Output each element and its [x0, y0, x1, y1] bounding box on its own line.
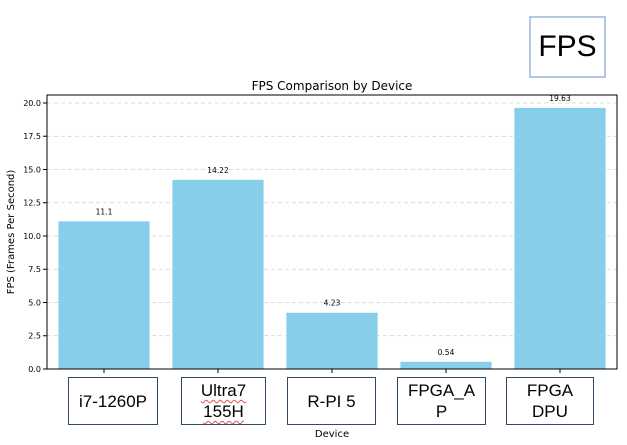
y-axis-ticks: 0.0 2.5 5.0 7.5 10.0 12.5 15.0 17.5 20.0: [23, 99, 47, 374]
device-box-fpga-ap: FPGA_A P: [397, 377, 486, 425]
chart-title: FPS Comparison by Device: [252, 79, 413, 93]
bar-2: [286, 312, 378, 369]
device-label-ultra7-155h: Ultra7 155H: [200, 381, 247, 421]
x-axis-label: Device: [315, 429, 349, 440]
x-axis-ticks: [103, 369, 561, 373]
data-label-0: 11.1: [96, 207, 113, 216]
device-box-fpga-dpu: FPGA DPU: [506, 377, 594, 425]
y-axis-label: FPS (Frames Per Second): [6, 170, 17, 295]
device-box-ultra7-155h: Ultra7 155H: [181, 377, 266, 425]
y-tick-label: 0.0: [28, 365, 41, 374]
data-label-2: 4.23: [324, 299, 341, 308]
y-tick-label: 7.5: [28, 265, 41, 274]
data-label-1: 14.22: [207, 166, 229, 175]
y-tick-label: 10.0: [23, 232, 41, 241]
y-tick-label: 17.5: [23, 132, 41, 141]
device-box-i7-1260p: i7-1260P: [68, 377, 158, 425]
bar-0: [58, 221, 150, 369]
y-tick-label: 5.0: [28, 298, 41, 307]
y-tick-label: 12.5: [23, 199, 41, 208]
y-tick-label: 20.0: [23, 99, 41, 108]
data-label-4: 19.63: [549, 94, 571, 103]
fps-overlay-box: FPS: [529, 16, 606, 78]
data-label-3: 0.54: [438, 348, 455, 357]
device-box-r-pi-5: R-PI 5: [287, 377, 376, 425]
y-tick-label: 2.5: [28, 332, 41, 341]
bars-group: [58, 107, 606, 369]
bar-3: [400, 361, 492, 369]
y-tick-label: 15.0: [23, 165, 41, 174]
bar-4: [514, 107, 606, 369]
data-labels-group: 11.1 14.22 4.23 0.54 19.63: [96, 94, 571, 357]
bar-1: [172, 179, 264, 369]
